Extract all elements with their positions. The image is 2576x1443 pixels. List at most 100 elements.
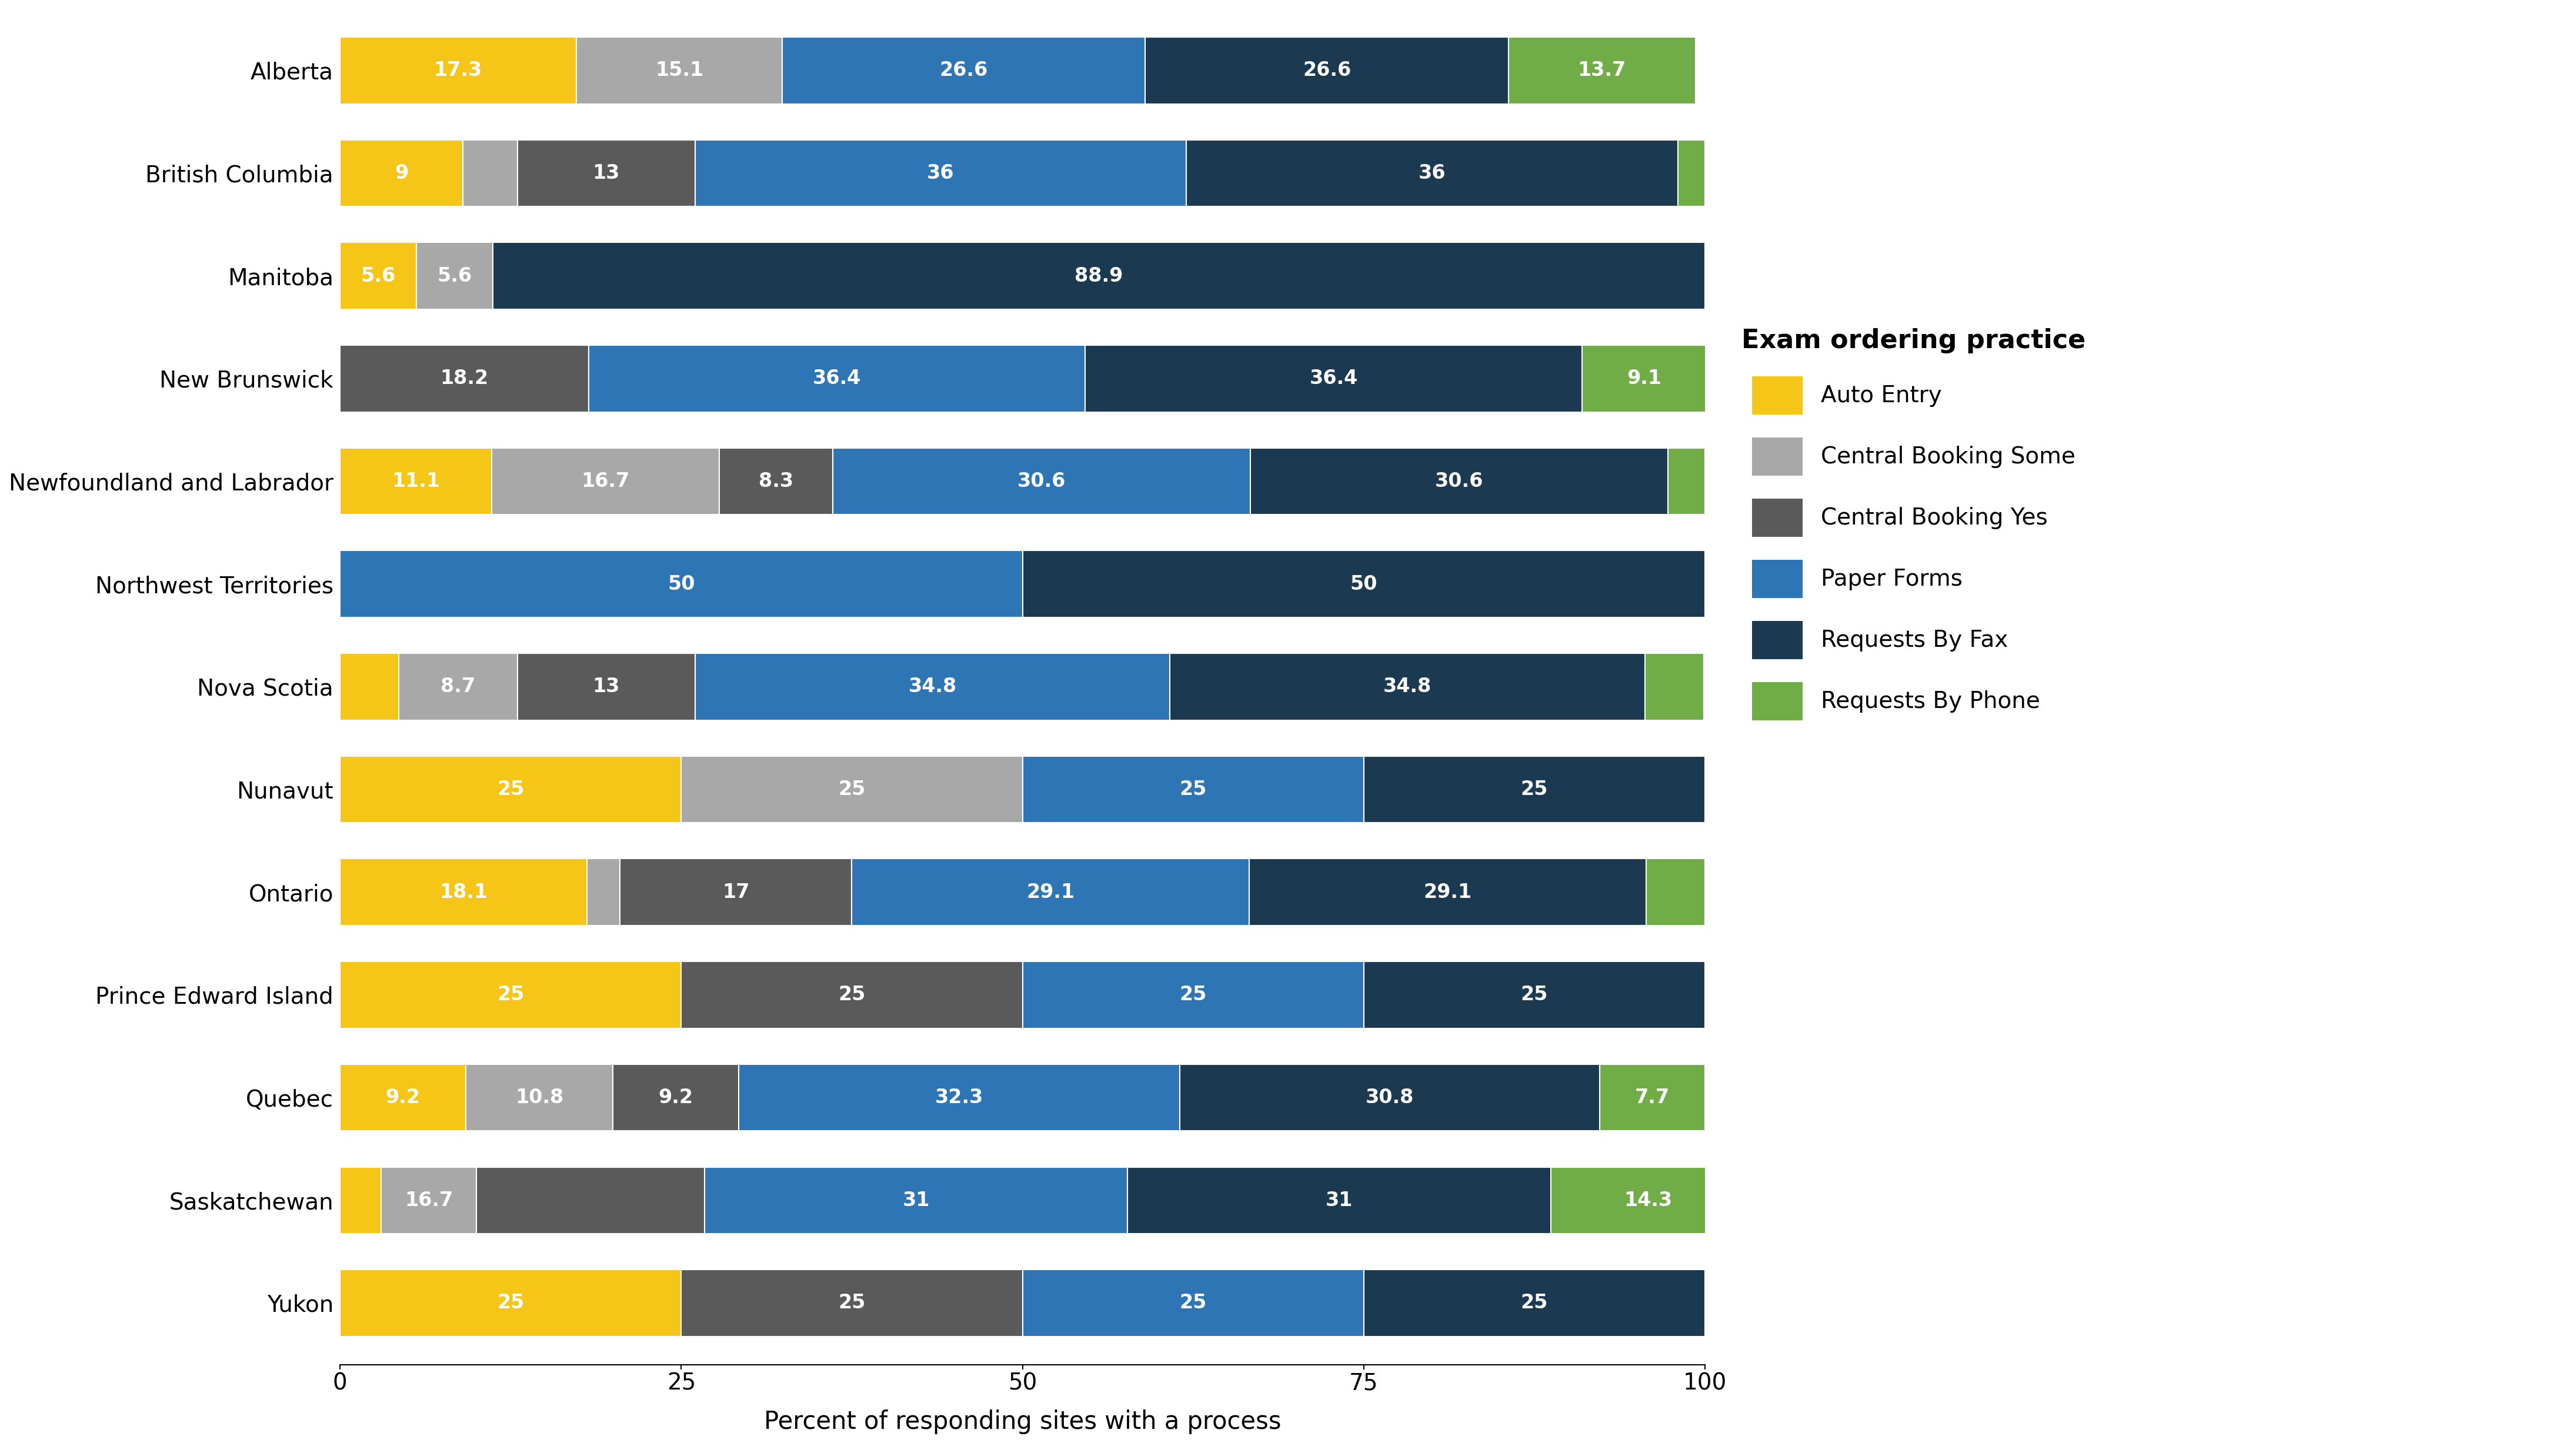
Text: 34.8: 34.8 <box>1383 677 1432 697</box>
Bar <box>1188 140 1677 206</box>
Bar <box>1363 1270 1705 1336</box>
Text: 25: 25 <box>497 1293 526 1313</box>
Text: 30.6: 30.6 <box>1018 472 1066 491</box>
Text: 29.1: 29.1 <box>1425 883 1471 902</box>
Text: 25: 25 <box>1180 1293 1206 1313</box>
Bar <box>340 756 680 823</box>
Text: 50: 50 <box>667 574 696 593</box>
Bar <box>340 961 680 1029</box>
Bar <box>853 859 1249 925</box>
Bar <box>613 1065 739 1131</box>
Bar <box>340 654 399 720</box>
Bar <box>340 345 587 413</box>
Text: 36.4: 36.4 <box>1309 369 1358 388</box>
Text: 15.1: 15.1 <box>654 61 703 81</box>
Bar <box>703 1167 1128 1234</box>
Text: 25: 25 <box>837 1293 866 1313</box>
Bar <box>340 242 417 309</box>
Text: 25: 25 <box>1180 986 1206 1004</box>
Text: 7.7: 7.7 <box>1636 1088 1669 1107</box>
Bar <box>340 1270 680 1336</box>
Text: 25: 25 <box>1520 986 1548 1004</box>
Text: 36.4: 36.4 <box>811 369 860 388</box>
Bar <box>1582 345 1705 413</box>
Text: 32.3: 32.3 <box>935 1088 984 1107</box>
Bar <box>1646 654 1703 720</box>
Bar <box>492 242 1705 309</box>
Bar <box>477 1167 703 1234</box>
Text: 25: 25 <box>1520 779 1548 799</box>
Bar <box>1600 1065 1705 1131</box>
Bar <box>719 447 832 515</box>
Text: 25: 25 <box>497 986 526 1004</box>
Text: 88.9: 88.9 <box>1074 266 1123 286</box>
Text: 5.6: 5.6 <box>438 266 471 286</box>
Bar <box>1249 859 1646 925</box>
Bar <box>340 551 1023 618</box>
Text: 31: 31 <box>1327 1190 1352 1211</box>
Text: 29.1: 29.1 <box>1025 883 1074 902</box>
Bar <box>739 1065 1180 1131</box>
Text: 13: 13 <box>592 163 621 183</box>
Bar <box>340 140 464 206</box>
Bar <box>587 859 621 925</box>
X-axis label: Percent of responding sites with a process: Percent of responding sites with a proce… <box>765 1410 1280 1434</box>
Bar <box>518 654 696 720</box>
Text: 16.7: 16.7 <box>582 472 629 491</box>
Legend: Auto Entry, Central Booking Some, Central Booking Yes, Paper Forms, Requests By : Auto Entry, Central Booking Some, Centra… <box>1731 316 2097 732</box>
Bar <box>340 1167 381 1234</box>
Text: 30.8: 30.8 <box>1365 1088 1414 1107</box>
Bar <box>381 1167 477 1234</box>
Bar <box>1363 756 1705 823</box>
Text: 26.6: 26.6 <box>940 61 989 81</box>
Bar <box>340 859 587 925</box>
Bar <box>1023 551 1705 618</box>
Text: 36: 36 <box>927 163 953 183</box>
Bar <box>1363 961 1705 1029</box>
Text: 17: 17 <box>721 883 750 902</box>
Bar <box>1249 447 1669 515</box>
Bar <box>492 447 719 515</box>
Text: 25: 25 <box>497 779 526 799</box>
Text: 18.1: 18.1 <box>440 883 487 902</box>
Bar <box>466 1065 613 1131</box>
Text: 13.7: 13.7 <box>1577 61 1625 81</box>
Text: 50: 50 <box>1350 574 1378 593</box>
Text: 16.7: 16.7 <box>404 1190 453 1211</box>
Bar <box>1128 1167 1551 1234</box>
Text: 10.8: 10.8 <box>515 1088 564 1107</box>
Bar <box>1669 447 1705 515</box>
Bar <box>680 1270 1023 1336</box>
Bar <box>680 756 1023 823</box>
Text: 9.1: 9.1 <box>1628 369 1662 388</box>
Bar <box>696 140 1188 206</box>
Text: 36: 36 <box>1419 163 1445 183</box>
Text: 25: 25 <box>837 779 866 799</box>
Bar <box>340 1065 466 1131</box>
Bar <box>680 961 1023 1029</box>
Bar <box>1084 345 1582 413</box>
Text: 25: 25 <box>1180 779 1206 799</box>
Text: 17.3: 17.3 <box>433 61 482 81</box>
Bar <box>832 447 1249 515</box>
Bar <box>1023 756 1363 823</box>
Bar <box>621 859 853 925</box>
Text: 8.7: 8.7 <box>440 677 477 697</box>
Bar <box>1677 140 1705 206</box>
Bar <box>399 654 518 720</box>
Bar <box>783 38 1146 104</box>
Bar <box>1146 38 1510 104</box>
Bar <box>1551 1167 1747 1234</box>
Bar <box>1170 654 1646 720</box>
Bar <box>340 38 577 104</box>
Text: 9.2: 9.2 <box>659 1088 693 1107</box>
Text: 5.6: 5.6 <box>361 266 397 286</box>
Text: 26.6: 26.6 <box>1303 61 1350 81</box>
Text: 13: 13 <box>592 677 621 697</box>
Text: 18.2: 18.2 <box>440 369 489 388</box>
Text: 9: 9 <box>394 163 407 183</box>
Bar <box>1023 961 1363 1029</box>
Bar <box>1646 859 1705 925</box>
Bar <box>696 654 1170 720</box>
Text: 8.3: 8.3 <box>760 472 793 491</box>
